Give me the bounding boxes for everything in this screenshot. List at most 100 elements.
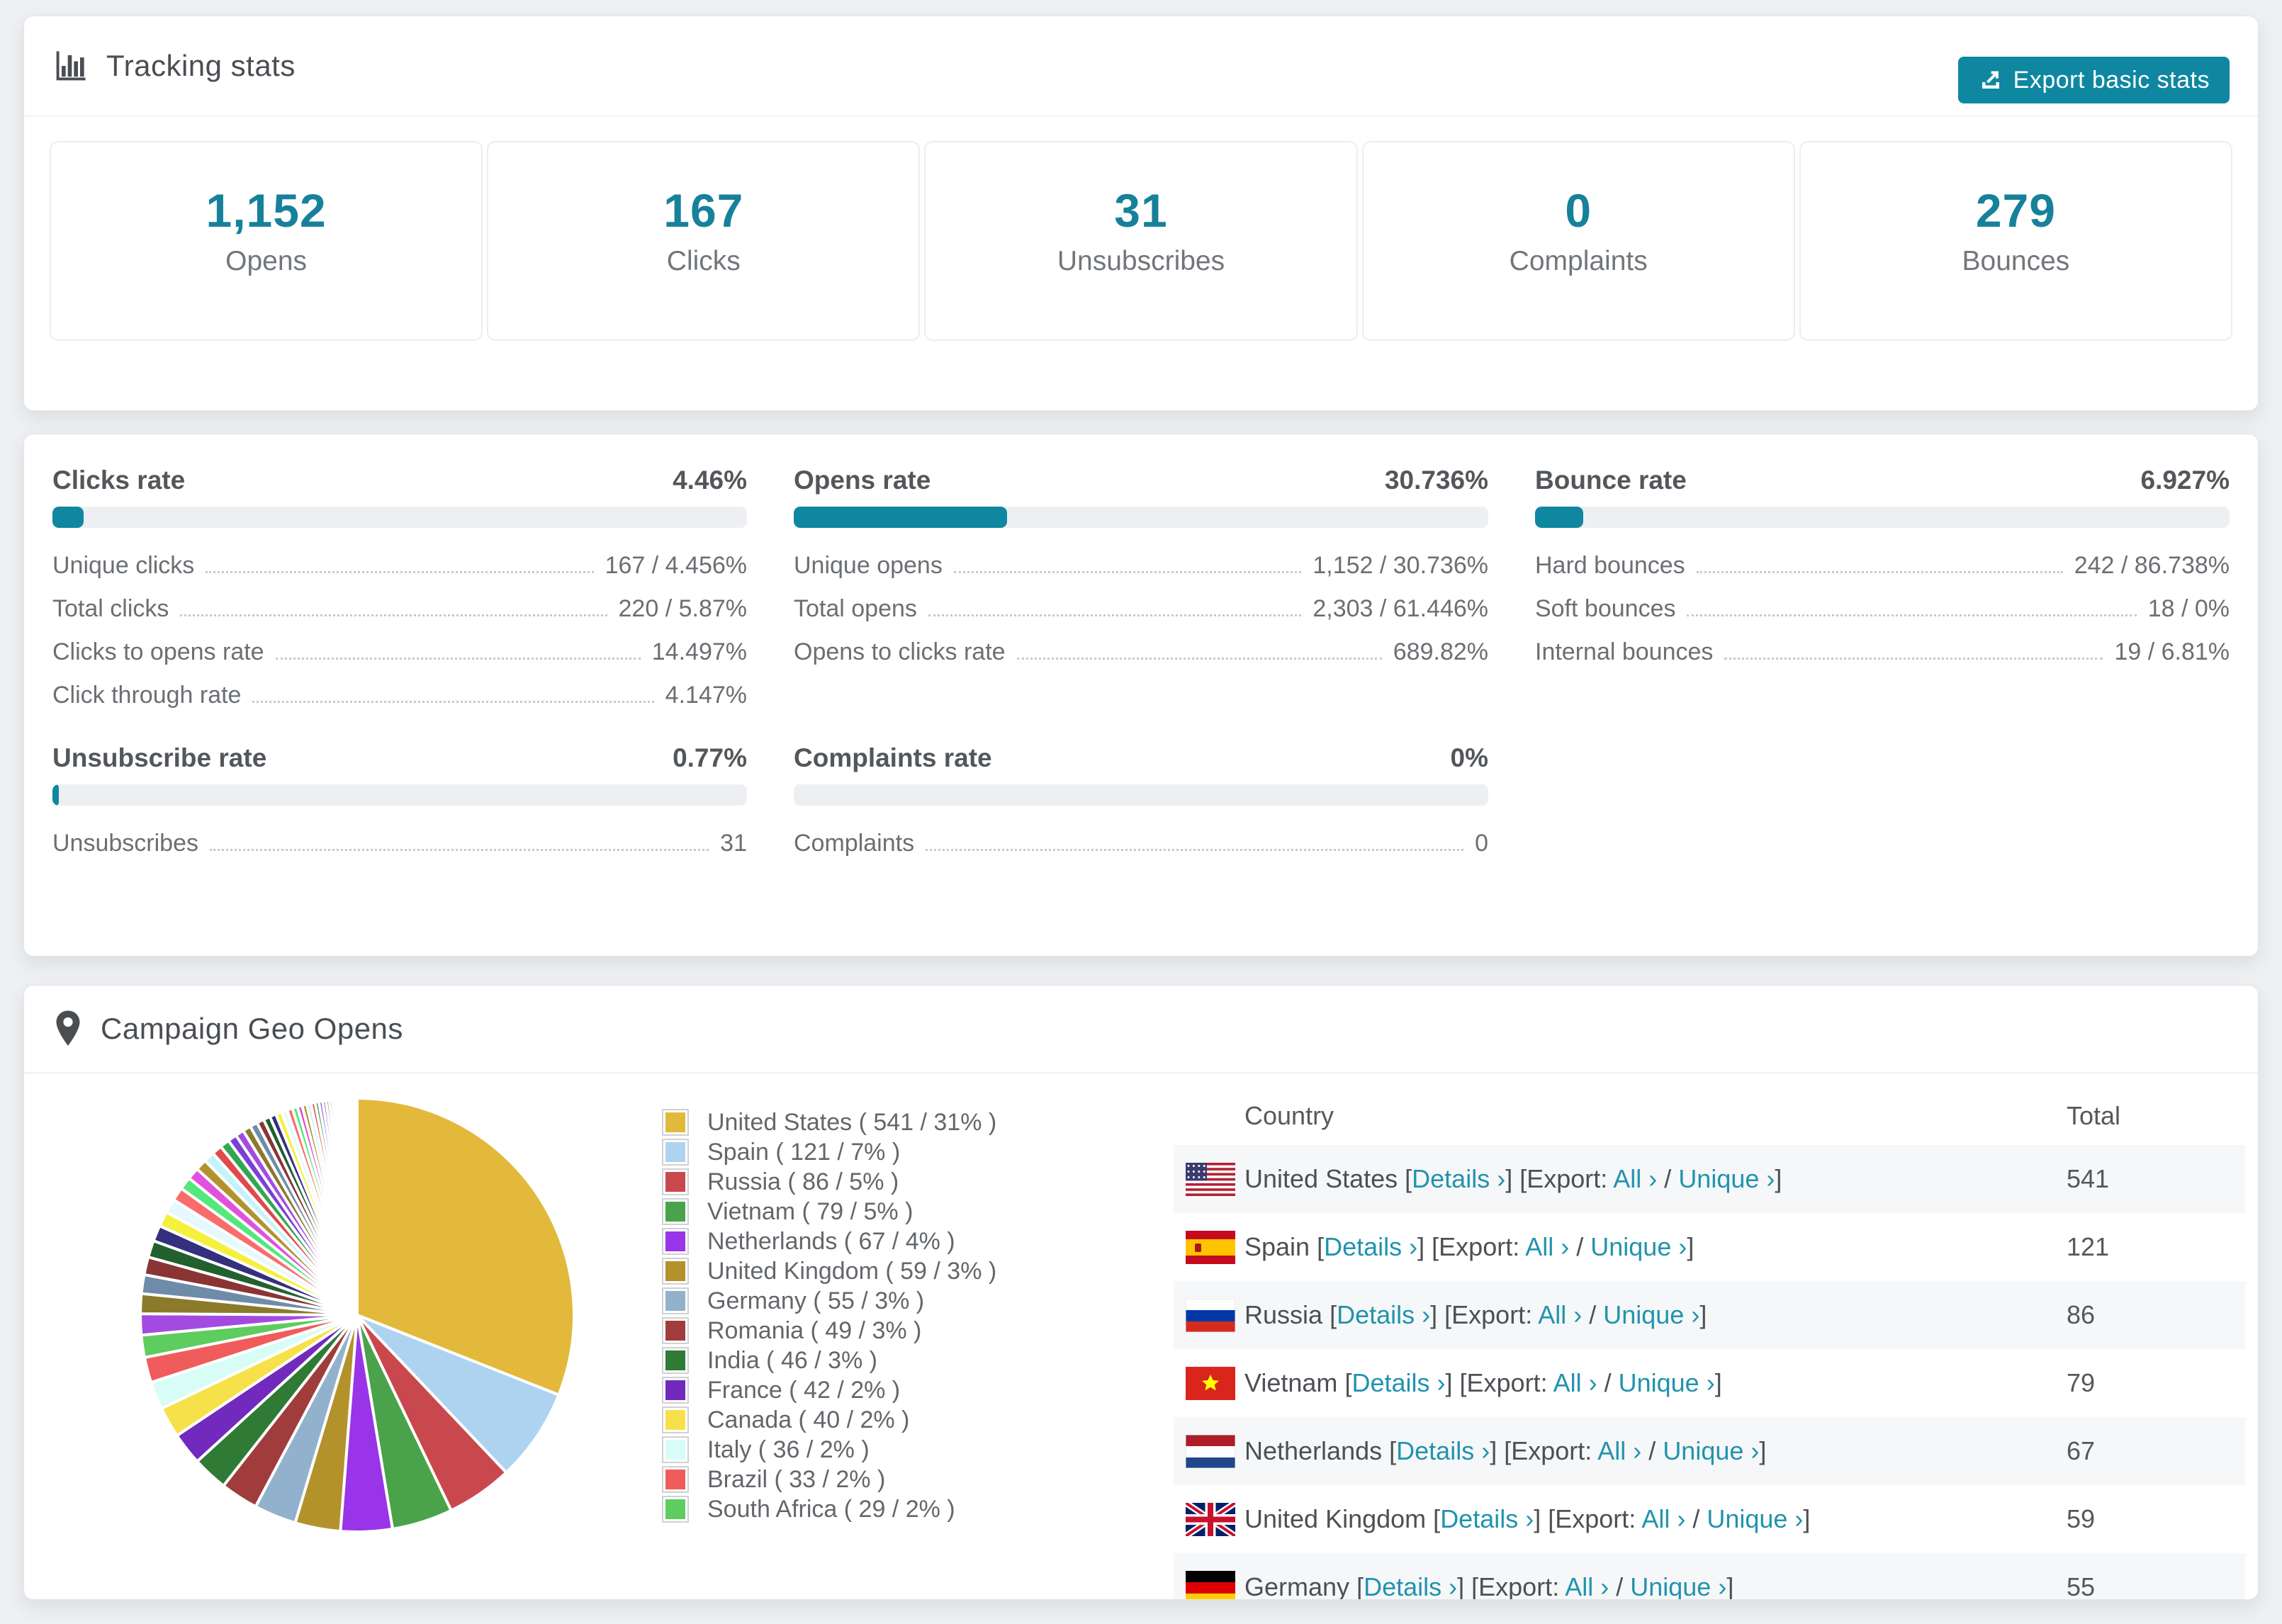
legend-color-swatch bbox=[662, 1258, 689, 1285]
panel-title: Opens rate bbox=[794, 466, 931, 495]
ru-flag-icon bbox=[1186, 1298, 1235, 1332]
panel-unsubscribe-rate: Unsubscribe rate 0.77% Unsubscribes 31 bbox=[52, 743, 747, 873]
metric-value: 31 bbox=[720, 830, 747, 857]
details-link[interactable]: Details › bbox=[1351, 1368, 1446, 1397]
stat-box-opens: 1,152 Opens bbox=[50, 141, 483, 341]
metric-value: 18 / 0% bbox=[2147, 595, 2230, 622]
table-row-united-states: United States [Details ›] [Export: All ›… bbox=[1174, 1145, 2245, 1213]
metric-row-clicks-to-opens-rate: Clicks to opens rate 14.497% bbox=[52, 638, 747, 682]
metric-row-unique-clicks: Unique clicks 167 / 4.456% bbox=[52, 552, 747, 595]
dotted-leader bbox=[1016, 658, 1382, 660]
metric-row-soft-bounces: Soft bounces 18 / 0% bbox=[1535, 595, 2230, 638]
legend-item-france: France ( 42 / 2% ) bbox=[662, 1375, 996, 1405]
details-link[interactable]: Details › bbox=[1440, 1504, 1534, 1533]
table-row-germany: Germany [Details ›] [Export: All › / Uni… bbox=[1174, 1553, 2245, 1600]
export-all-link[interactable]: All › bbox=[1538, 1300, 1583, 1329]
table-row-russia: Russia [Details ›] [Export: All › / Uniq… bbox=[1174, 1281, 2245, 1349]
geo-header: Campaign Geo Opens bbox=[24, 986, 2258, 1072]
progress-bar bbox=[794, 507, 1488, 528]
panel-value: 4.46% bbox=[673, 466, 747, 495]
summary-stats-row: 1,152 Opens 167 Clicks 31 Unsubscribes 0 Compla… bbox=[50, 141, 2233, 341]
export-unique-link[interactable]: Unique › bbox=[1678, 1164, 1775, 1193]
stat-value: 279 bbox=[1975, 184, 2056, 237]
metric-label: Internal bounces bbox=[1535, 638, 1714, 665]
legend-label: Brazil ( 33 / 2% ) bbox=[707, 1465, 886, 1493]
dotted-leader bbox=[926, 849, 1464, 851]
export-all-link[interactable]: All › bbox=[1565, 1572, 1609, 1600]
progress-bar-fill bbox=[52, 507, 84, 528]
legend-item-brazil: Brazil ( 33 / 2% ) bbox=[662, 1465, 996, 1494]
stat-value: 0 bbox=[1565, 184, 1592, 237]
pie-slice-united-states[interactable] bbox=[356, 1097, 575, 1397]
pie-slice-other-46[interactable] bbox=[354, 1097, 359, 1316]
dotted-leader bbox=[252, 701, 654, 703]
legend-color-swatch bbox=[662, 1406, 689, 1433]
legend-item-russia: Russia ( 86 / 5% ) bbox=[662, 1167, 996, 1197]
geo-divider bbox=[24, 1072, 2258, 1073]
total-cell: 79 bbox=[2067, 1368, 2096, 1397]
metric-label: Click through rate bbox=[52, 682, 242, 709]
stat-label: Bounces bbox=[1962, 246, 2070, 276]
legend-item-netherlands: Netherlands ( 67 / 4% ) bbox=[662, 1227, 996, 1256]
metric-value: 689.82% bbox=[1393, 638, 1488, 665]
country-cell: Vietnam [Details ›] [Export: All › / Uni… bbox=[1244, 1368, 1722, 1397]
es-flag-icon bbox=[1186, 1230, 1235, 1264]
vn-flag-icon bbox=[1186, 1366, 1235, 1400]
campaign-geo-opens-card: Campaign Geo Opens United States ( 541 /… bbox=[23, 985, 2259, 1600]
geo-body: United States ( 541 / 31% ) Spain ( 121 /… bbox=[24, 1073, 2258, 1599]
total-cell: 67 bbox=[2067, 1436, 2096, 1465]
metric-value: 19 / 6.81% bbox=[2114, 638, 2230, 665]
pie-slice-spain[interactable] bbox=[356, 1314, 561, 1474]
progress-bar bbox=[794, 784, 1488, 806]
metric-value: 14.497% bbox=[651, 638, 747, 665]
dotted-leader bbox=[928, 614, 1302, 616]
legend-color-swatch bbox=[662, 1168, 689, 1195]
dotted-leader bbox=[1696, 571, 2063, 573]
details-link[interactable]: Details › bbox=[1396, 1436, 1490, 1465]
rates-grid: Clicks rate 4.46% Unique clicks 167 / 4.456… bbox=[24, 434, 2258, 904]
panel-complaints-rate: Complaints rate 0% Complaints 0 bbox=[794, 743, 1488, 873]
export-all-link[interactable]: All › bbox=[1597, 1436, 1642, 1465]
legend-item-vietnam: Vietnam ( 79 / 5% ) bbox=[662, 1197, 996, 1227]
export-all-link[interactable]: All › bbox=[1553, 1368, 1597, 1397]
export-unique-link[interactable]: Unique › bbox=[1663, 1436, 1760, 1465]
country-name: Netherlands bbox=[1244, 1436, 1383, 1465]
details-link[interactable]: Details › bbox=[1337, 1300, 1431, 1329]
export-unique-link[interactable]: Unique › bbox=[1630, 1572, 1727, 1600]
export-icon bbox=[1978, 67, 2003, 93]
legend-label: Spain ( 121 / 7% ) bbox=[707, 1138, 901, 1166]
legend-item-canada: Canada ( 40 / 2% ) bbox=[662, 1405, 996, 1435]
details-link[interactable]: Details › bbox=[1324, 1232, 1418, 1261]
panel-bounce-rate: Bounce rate 6.927% Hard bounces 242 / 86.73… bbox=[1535, 466, 2230, 725]
country-name: Spain bbox=[1244, 1232, 1310, 1261]
country-cell: Russia [Details ›] [Export: All › / Uniq… bbox=[1244, 1300, 1707, 1329]
legend-item-romania: Romania ( 49 / 3% ) bbox=[662, 1316, 996, 1346]
total-cell: 59 bbox=[2067, 1504, 2096, 1533]
metric-value: 220 / 5.87% bbox=[618, 595, 747, 622]
export-unique-link[interactable]: Unique › bbox=[1618, 1368, 1715, 1397]
export-unique-link[interactable]: Unique › bbox=[1603, 1300, 1700, 1329]
details-link[interactable]: Details › bbox=[1364, 1572, 1458, 1600]
table-row-united-kingdom: United Kingdom [Details ›] [Export: All … bbox=[1174, 1485, 2245, 1553]
legend-color-swatch bbox=[662, 1109, 689, 1136]
metric-label: Total clicks bbox=[52, 595, 169, 622]
stat-box-unsubscribes: 31 Unsubscribes bbox=[924, 141, 1358, 341]
panel-title: Unsubscribe rate bbox=[52, 743, 267, 772]
export-unique-link[interactable]: Unique › bbox=[1590, 1232, 1687, 1261]
panel-opens-rate: Opens rate 30.736% Unique opens 1,152 / 30.… bbox=[794, 466, 1488, 725]
export-all-link[interactable]: All › bbox=[1613, 1164, 1658, 1193]
country-name: United States bbox=[1244, 1164, 1398, 1193]
details-link[interactable]: Details › bbox=[1412, 1164, 1506, 1193]
legend-color-swatch bbox=[662, 1347, 689, 1374]
export-all-link[interactable]: All › bbox=[1525, 1232, 1570, 1261]
metric-value: 167 / 4.456% bbox=[605, 552, 747, 579]
stat-box-clicks: 167 Clicks bbox=[487, 141, 921, 341]
export-unique-link[interactable]: Unique › bbox=[1707, 1504, 1804, 1533]
export-button-label: Export basic stats bbox=[2013, 66, 2210, 94]
legend-label: Canada ( 40 / 2% ) bbox=[707, 1406, 910, 1433]
export-all-link[interactable]: All › bbox=[1641, 1504, 1686, 1533]
export-basic-stats-button[interactable]: Export basic stats bbox=[1957, 57, 2230, 103]
legend-item-united-kingdom: United Kingdom ( 59 / 3% ) bbox=[662, 1256, 996, 1286]
legend-color-swatch bbox=[662, 1466, 689, 1493]
metric-value: 0 bbox=[1475, 830, 1488, 857]
